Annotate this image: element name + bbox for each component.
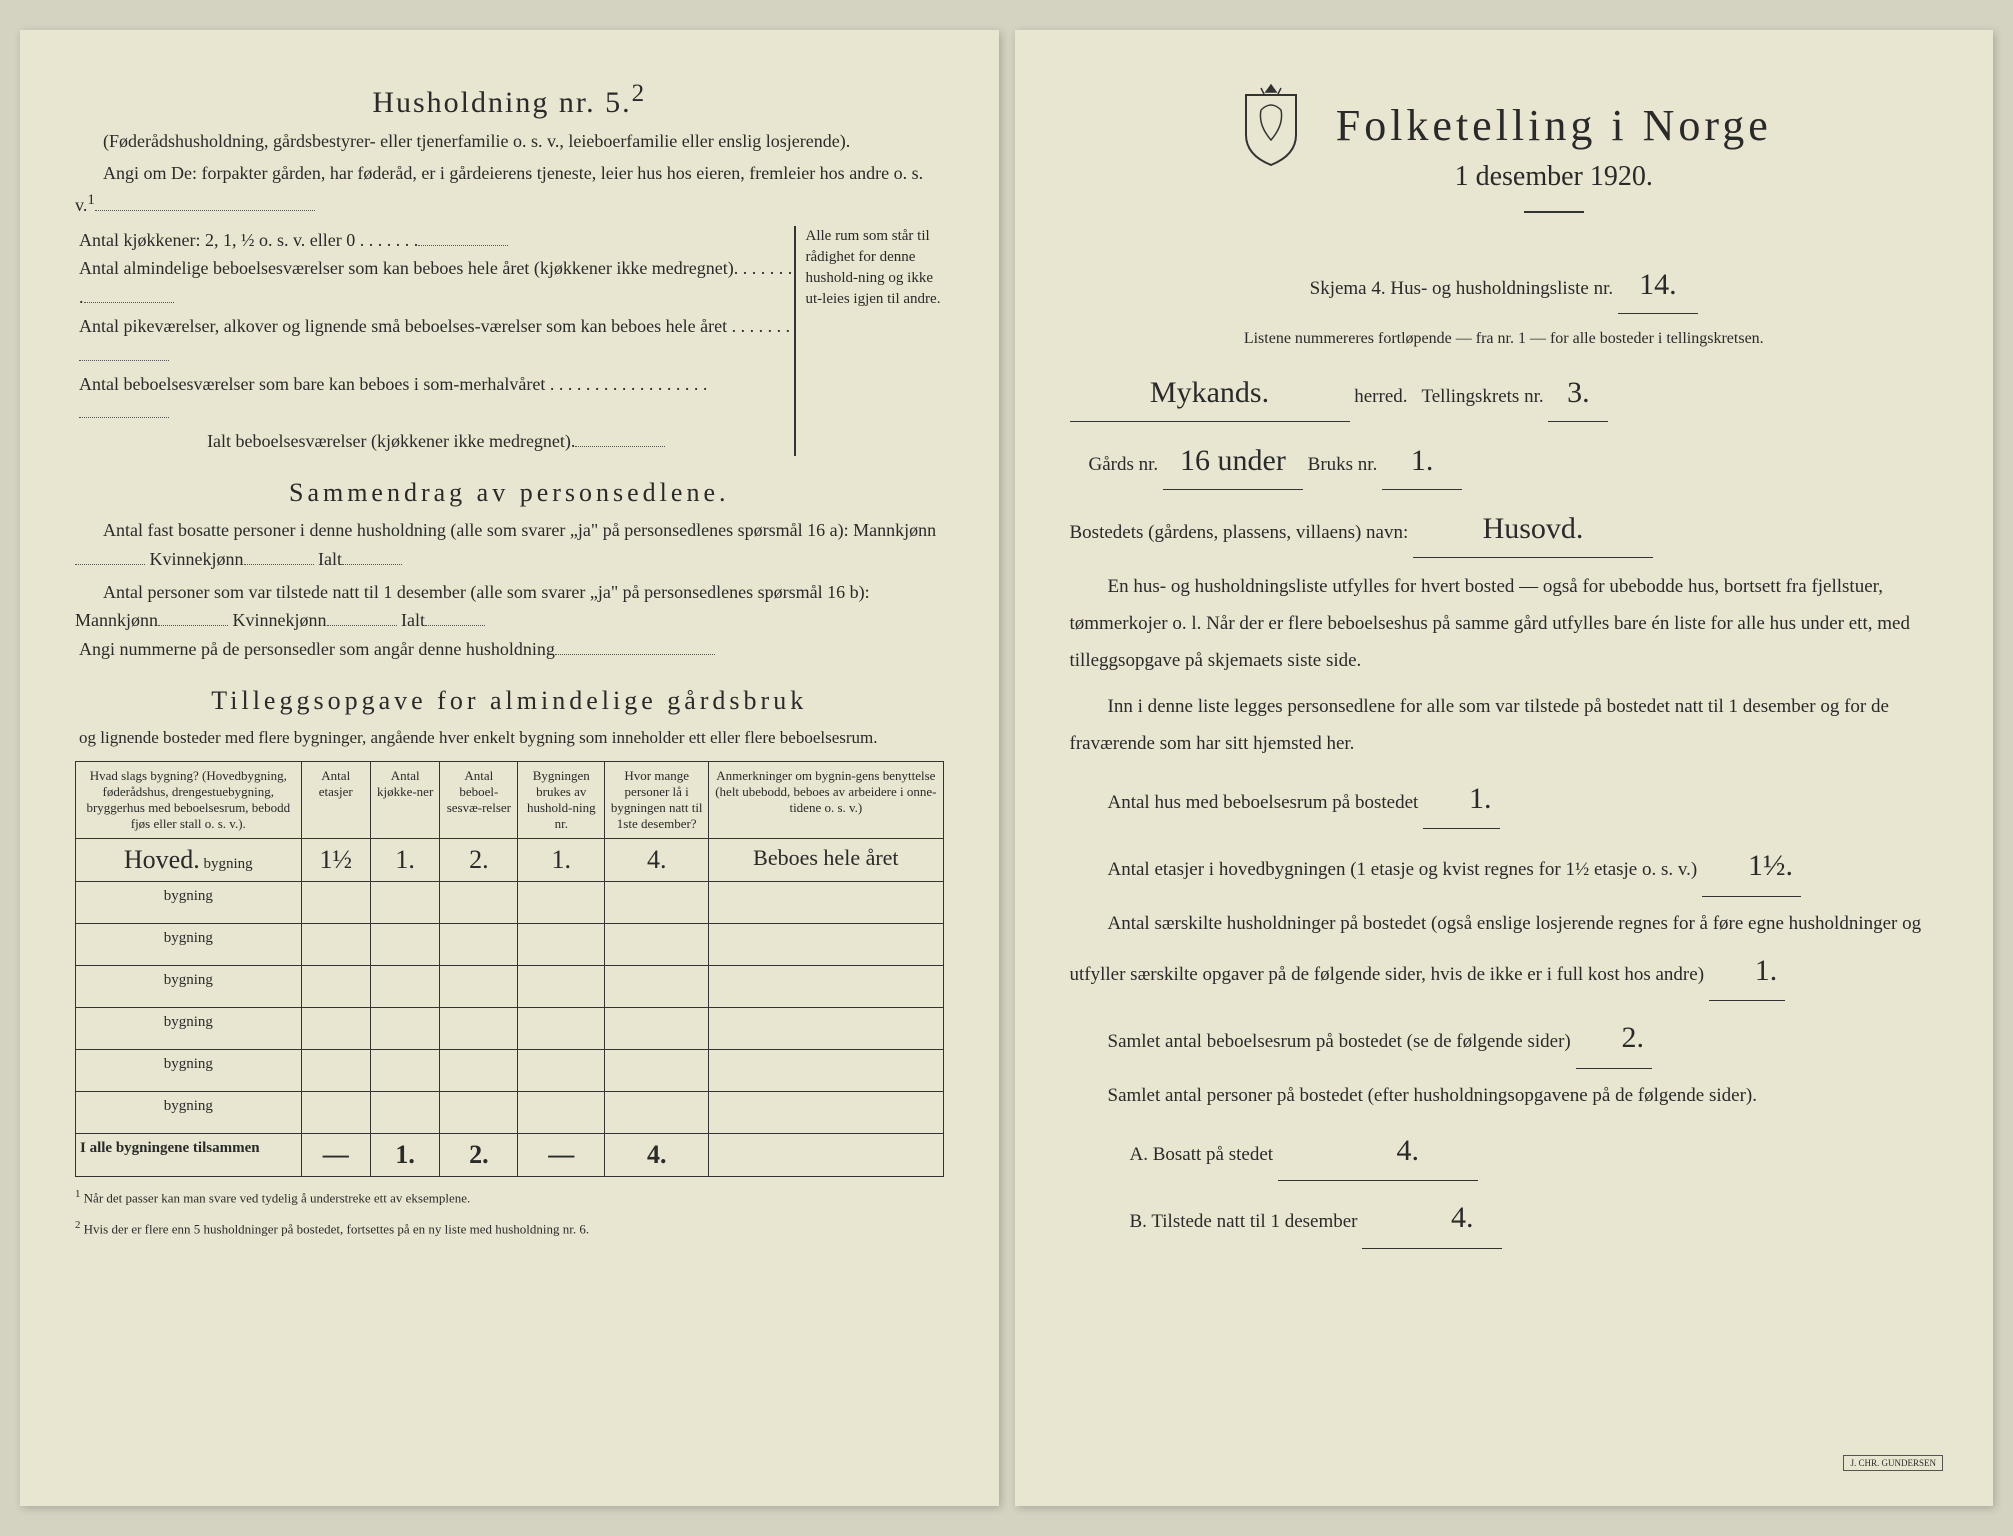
rooms3-line: Antal beboelsesværelser som bare kan beb… [75,370,794,428]
krets-value: 3. [1548,364,1608,422]
header-block: Folketelling i Norge 1 desember 1920. [1070,80,1939,231]
bracket-note: Alle rum som står til rådighet for denne… [794,226,944,456]
table-header-row: Hvad slags bygning? (Hovedbygning, føder… [76,762,944,839]
q5-line: Samlet antal personer på bostedet (efter… [1070,1077,1939,1114]
th-household: Bygningen brukes av hushold-ning nr. [518,762,605,839]
qA-line: A. Bosatt på stedet 4. [1070,1122,1939,1182]
th-persons: Hvor mange personer lå i bygningen natt … [605,762,709,839]
bosted-line: Bostedets (gårdens, plassens, villaens) … [1070,500,1939,558]
footnote-2: 2 Hvis der er flere enn 5 husholdninger … [75,1218,944,1239]
gards-value: 16 under [1163,432,1303,490]
kitchens-line: Antal kjøkkener: 2, 1, ½ o. s. v. eller … [75,226,794,255]
herred-line: Mykands. herred. Tellingskrets nr. 3. [1070,364,1939,422]
rooms1-line: Antal almindelige beboelsesværelser som … [75,254,794,312]
census-date: 1 desember 1920. [1336,161,1772,193]
table-row: Hoved. bygning 1½ 1. 2. 1. 4. Beboes hel… [76,839,944,882]
building-table: Hvad slags bygning? (Hovedbygning, føder… [75,761,944,1177]
qA-value: 4. [1278,1122,1478,1182]
title-sup: 2 [632,80,647,107]
footnote-1: 1 Når det passer kan man svare ved tydel… [75,1187,944,1208]
q3-value: 1. [1709,942,1786,1002]
q4-value: 2. [1576,1009,1653,1069]
q2-value: 1½. [1702,837,1801,897]
section2-title: Sammendrag av personsedlene. [75,478,944,508]
s3-sub: og lignende bosteder med flere bygninger… [75,724,944,751]
herred-value: Mykands. [1070,364,1350,422]
rooms-block: Antal kjøkkener: 2, 1, ½ o. s. v. eller … [75,226,944,456]
title-text: Husholdning nr. 5. [372,86,631,119]
main-title: Folketelling i Norge [1336,100,1772,151]
instruction-para: Angi om De: forpakter gården, har føderå… [75,159,944,220]
para-2: Inn i denne liste legges personsedlene f… [1070,688,1939,762]
table-row: bygning [76,882,944,924]
gards-line: Gårds nr. 16 under Bruks nr. 1. [1070,432,1939,490]
section3-title: Tilleggsopgave for almindelige gårdsbruk [75,686,944,716]
th-type: Hvad slags bygning? (Hovedbygning, føder… [76,762,302,839]
th-kitchens: Antal kjøkke-ner [370,762,439,839]
coat-of-arms-icon [1236,80,1306,170]
s2-line2: Antal personer som var tilstede natt til… [75,578,944,636]
skjema-line: Skjema 4. Hus- og husholdningsliste nr. … [1070,256,1939,314]
th-notes: Anmerkninger om bygnin-gens benyttelse (… [709,762,943,839]
s2-line3: Angi nummerne på de personsedler som ang… [75,635,944,664]
table-row: bygning [76,1008,944,1050]
bosted-value: Husovd. [1413,500,1653,558]
skjema-value: 14. [1618,256,1698,314]
row1-name: Hoved. [124,845,200,874]
th-rooms: Antal beboel-sesvæ-relser [440,762,518,839]
q3-line: Antal særskilte husholdninger på bostede… [1070,905,1939,1002]
household-subtitle: (Føderådshusholdning, gårdsbestyrer- ell… [75,128,944,155]
printer-mark: J. CHR. GUNDERSEN [1843,1455,1943,1471]
left-page: Husholdning nr. 5.2 (Føderådshusholdning… [20,30,999,1506]
rooms-total-line: Ialt beboelsesværelser (kjøkkener ikke m… [75,427,794,456]
s2-line1: Antal fast bosatte personer i denne hush… [75,516,944,574]
q1-line: Antal hus med beboelsesrum på bostedet 1… [1070,770,1939,830]
sum-label: I alle bygningene tilsammen [76,1134,302,1177]
table-row: bygning [76,924,944,966]
q4-line: Samlet antal beboelsesrum på bostedet (s… [1070,1009,1939,1069]
table-row: bygning [76,1092,944,1134]
right-page: Folketelling i Norge 1 desember 1920. Sk… [1015,30,1994,1506]
bruks-value: 1. [1382,432,1462,490]
qB-value: 4. [1362,1189,1502,1249]
q2-line: Antal etasjer i hovedbygningen (1 etasje… [1070,837,1939,897]
table-sum-row: I alle bygningene tilsammen — 1. 2. — 4. [76,1134,944,1177]
table-row: bygning [76,1050,944,1092]
para-1: En hus- og husholdningsliste utfylles fo… [1070,568,1939,679]
qB-line: B. Tilstede natt til 1 desember 4. [1070,1189,1939,1249]
rooms2-line: Antal pikeværelser, alkover og lignende … [75,312,794,370]
household-title: Husholdning nr. 5.2 [75,80,944,120]
th-floors: Antal etasjer [301,762,370,839]
table-row: bygning [76,966,944,1008]
liste-note: Listene nummereres fortløpende — fra nr.… [1070,324,1939,354]
q1-value: 1. [1423,770,1500,830]
